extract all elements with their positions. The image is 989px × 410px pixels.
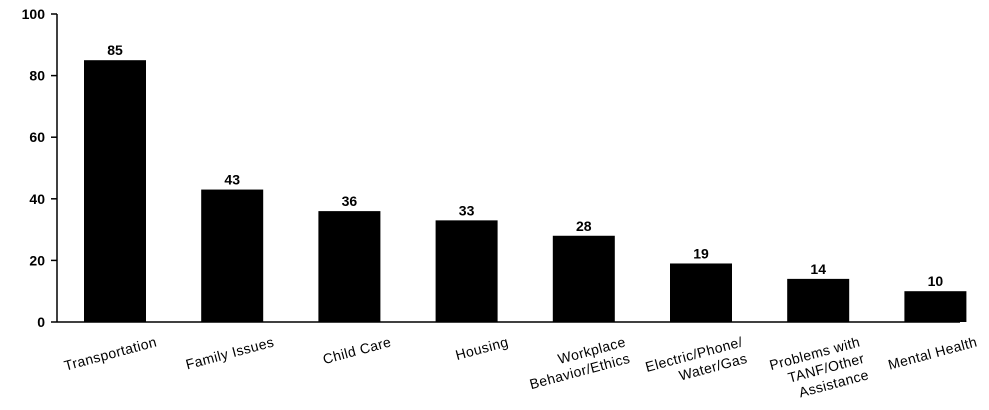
bar [84, 60, 146, 322]
y-tick-label: 0 [37, 314, 45, 330]
bar [201, 189, 264, 322]
data-label: 85 [107, 42, 123, 58]
x-tick-label-line: Mental Health [886, 333, 979, 372]
bars: 85 43 36 33 28 19 14 10 [84, 42, 967, 322]
x-tick-label-line: Transportation [62, 333, 158, 373]
bar [435, 220, 498, 322]
x-tick-label: Family Issues [184, 333, 276, 372]
x-tick-label: Transportation [62, 333, 158, 373]
y-tick-label: 80 [29, 68, 45, 84]
x-tick-label: Mental Health [886, 333, 979, 372]
bar [670, 263, 732, 322]
y-tick-label: 20 [29, 252, 45, 268]
y-tick-label: 60 [29, 129, 45, 145]
y-tick-label: 40 [29, 191, 45, 207]
x-tick-label: Housing [454, 333, 510, 362]
x-tick-label-line: Housing [454, 333, 510, 362]
y-tick-label: 100 [22, 6, 46, 22]
data-label: 36 [342, 193, 358, 209]
x-tick-label-line: Family Issues [184, 333, 276, 372]
x-tick-label: Child Care [321, 333, 393, 367]
x-axis: Transportation Family Issues Child Care Hou… [57, 321, 979, 400]
bar [787, 278, 850, 322]
x-tick-label-line: Child Care [321, 333, 393, 367]
data-label: 10 [928, 273, 944, 289]
data-label: 28 [576, 218, 592, 234]
data-label: 19 [693, 245, 709, 261]
data-label: 14 [810, 261, 826, 277]
data-label: 33 [459, 202, 475, 218]
data-label: 43 [224, 172, 240, 188]
bar [318, 211, 381, 322]
y-axis: 0 20 40 60 80 100 [22, 6, 58, 330]
bar [904, 291, 967, 322]
bar [552, 235, 615, 322]
x-tick-label: Electric/Phone/Water/Gas [644, 333, 749, 383]
